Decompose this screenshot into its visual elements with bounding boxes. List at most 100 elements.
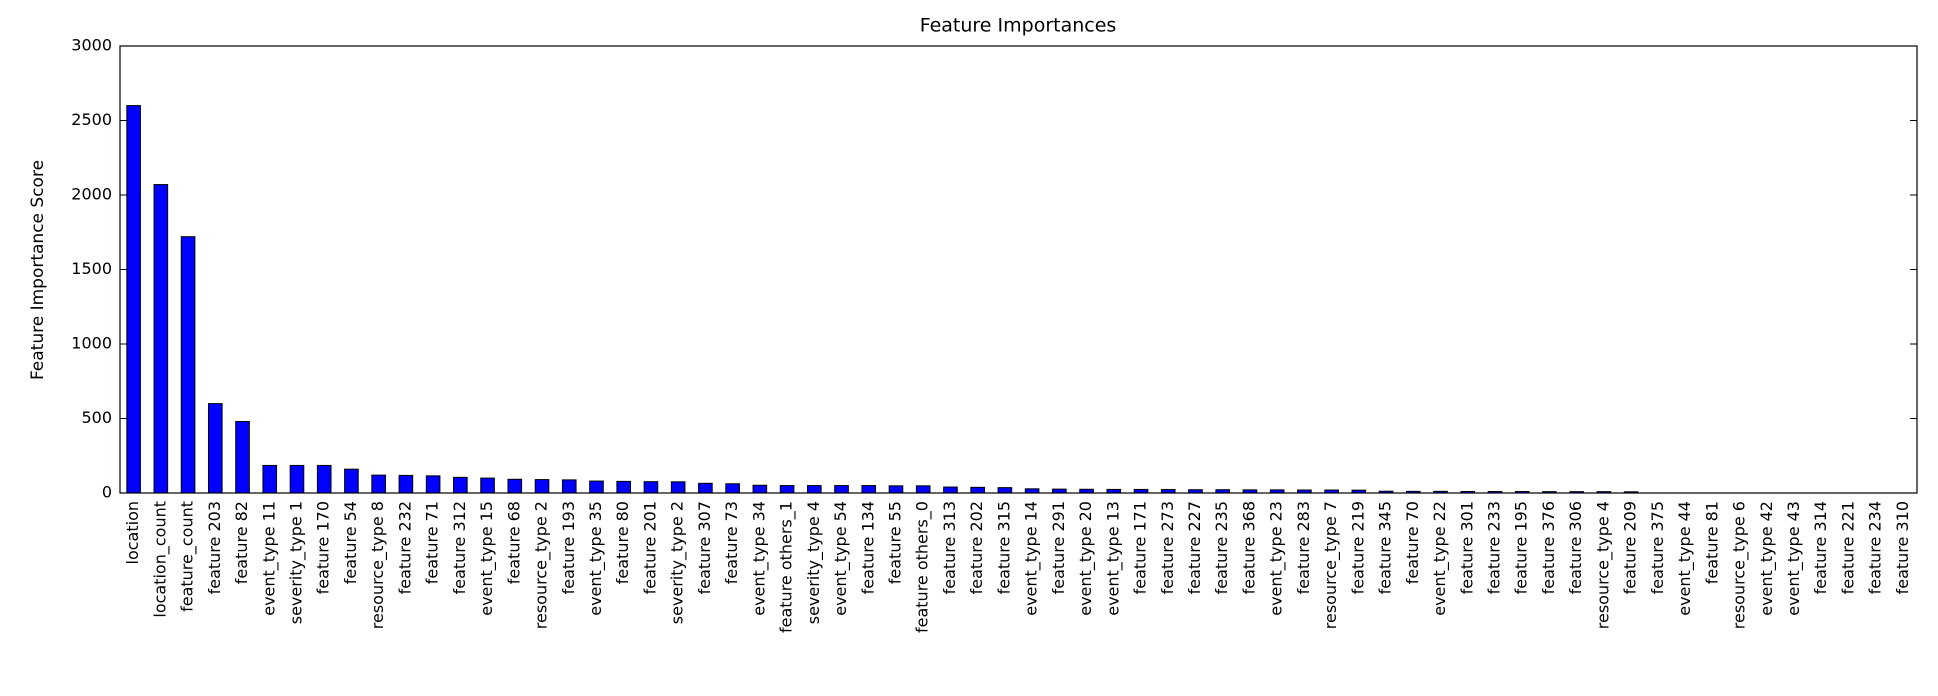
x-tick-label: feature others_1 bbox=[777, 501, 797, 633]
bar bbox=[235, 420, 250, 494]
x-tick-label: feature 209 bbox=[1621, 501, 1640, 594]
bar bbox=[371, 474, 386, 494]
x-tick-label: event_type 44 bbox=[1675, 501, 1695, 616]
bar bbox=[888, 485, 904, 494]
y-axis-label: Feature Importance Score bbox=[28, 160, 48, 380]
x-tick-label: resource_type 6 bbox=[1730, 501, 1750, 629]
x-tick-label: severity_type 1 bbox=[286, 501, 306, 624]
bar bbox=[180, 236, 196, 494]
bar bbox=[316, 464, 332, 494]
x-tick-label: event_type 42 bbox=[1757, 501, 1777, 616]
x-tick-label: feature 170 bbox=[314, 501, 333, 594]
x-tick-label: event_type 20 bbox=[1076, 501, 1096, 616]
bar bbox=[398, 474, 414, 494]
x-tick-label: feature 201 bbox=[640, 501, 659, 594]
x-tick-label: feature 232 bbox=[395, 501, 414, 594]
x-tick-label: resource_type 8 bbox=[368, 501, 388, 629]
bar bbox=[453, 476, 468, 494]
x-tick-label: feature 307 bbox=[695, 501, 714, 594]
bar bbox=[861, 485, 877, 494]
x-tick-label: severity_type 4 bbox=[804, 501, 824, 624]
bar bbox=[752, 484, 768, 494]
x-tick-label: feature 68 bbox=[504, 501, 523, 584]
bar bbox=[507, 478, 523, 494]
x-tick-label: severity_type 2 bbox=[668, 501, 688, 624]
bar bbox=[643, 481, 659, 494]
x-tick-label: feature 315 bbox=[994, 501, 1013, 594]
x-tick-label: feature 203 bbox=[205, 501, 224, 594]
x-tick-label: resource_type 7 bbox=[1321, 501, 1341, 629]
x-tick-label: feature 368 bbox=[1239, 501, 1258, 594]
x-tick-label: feature 375 bbox=[1648, 501, 1667, 594]
x-tick-label: feature_count bbox=[178, 501, 198, 612]
x-tick-label: feature 301 bbox=[1457, 501, 1476, 594]
x-tick-label: feature 81 bbox=[1702, 501, 1721, 584]
bar bbox=[207, 403, 223, 494]
x-tick-label: event_type 22 bbox=[1430, 501, 1450, 616]
x-tick-label: feature 82 bbox=[232, 501, 251, 584]
bar bbox=[480, 477, 495, 494]
bar bbox=[1024, 488, 1040, 494]
bar bbox=[806, 485, 822, 494]
x-tick-label: event_type 43 bbox=[1784, 501, 1804, 616]
x-tick-label: feature 227 bbox=[1185, 501, 1204, 594]
bar bbox=[344, 468, 359, 494]
x-tick-label: feature 291 bbox=[1049, 501, 1068, 594]
x-tick-label: event_type 14 bbox=[1022, 501, 1042, 616]
x-tick-label: feature 221 bbox=[1838, 501, 1857, 594]
plot-frame bbox=[119, 45, 1918, 494]
bar bbox=[534, 479, 550, 494]
x-tick-label: location_count bbox=[150, 501, 170, 618]
x-tick-label: feature 283 bbox=[1294, 501, 1313, 594]
bar bbox=[561, 479, 577, 494]
x-tick-label: feature 314 bbox=[1811, 501, 1830, 594]
x-tick-label: event_type 34 bbox=[749, 501, 769, 616]
x-tick-label: event_type 11 bbox=[259, 501, 279, 616]
x-tick-label: feature 273 bbox=[1158, 501, 1177, 594]
bar bbox=[425, 475, 441, 494]
x-tick-label: feature 71 bbox=[423, 501, 442, 584]
bar bbox=[262, 464, 278, 494]
x-tick-label: event_type 23 bbox=[1267, 501, 1287, 616]
bar bbox=[670, 481, 686, 494]
x-tick-label: feature 234 bbox=[1866, 501, 1885, 594]
x-tick-label: feature 235 bbox=[1212, 501, 1231, 594]
x-tick-label: event_type 35 bbox=[586, 501, 606, 616]
x-tick-label: resource_type 4 bbox=[1593, 501, 1613, 629]
bar bbox=[997, 487, 1013, 494]
y-tick-label: 0 bbox=[102, 483, 112, 502]
x-tick-label: resource_type 2 bbox=[532, 501, 552, 629]
x-tick-label: feature 193 bbox=[559, 501, 578, 594]
x-tick-label: location bbox=[123, 501, 142, 564]
bar bbox=[915, 485, 931, 494]
y-tick-label: 3000 bbox=[71, 36, 112, 55]
bar bbox=[779, 485, 795, 494]
bar bbox=[698, 482, 713, 494]
y-tick-label: 1500 bbox=[71, 259, 112, 278]
x-tick-label: feature 73 bbox=[722, 501, 741, 584]
bar bbox=[834, 485, 849, 494]
x-tick-label: feature others_0 bbox=[913, 501, 933, 633]
x-tick-label: feature 70 bbox=[1403, 501, 1422, 584]
bar bbox=[153, 184, 169, 494]
x-tick-label: event_type 15 bbox=[477, 501, 497, 616]
x-tick-label: feature 345 bbox=[1376, 501, 1395, 594]
bar bbox=[589, 480, 604, 494]
x-tick-label: feature 313 bbox=[940, 501, 959, 594]
x-tick-label: feature 202 bbox=[967, 501, 986, 594]
chart-title: Feature Importances bbox=[920, 15, 1117, 37]
bar bbox=[126, 105, 141, 494]
bar bbox=[725, 483, 740, 494]
x-tick-label: feature 171 bbox=[1131, 501, 1150, 594]
x-tick-label: feature 219 bbox=[1348, 501, 1367, 594]
y-tick-label: 1000 bbox=[71, 334, 112, 353]
bar bbox=[616, 480, 632, 494]
x-tick-label: feature 310 bbox=[1893, 501, 1912, 594]
x-tick-label: feature 306 bbox=[1566, 501, 1585, 594]
y-tick-label: 500 bbox=[81, 408, 112, 427]
x-tick-label: feature 80 bbox=[613, 501, 632, 584]
x-tick-label: feature 312 bbox=[450, 501, 469, 594]
x-tick-label: feature 55 bbox=[885, 501, 904, 584]
